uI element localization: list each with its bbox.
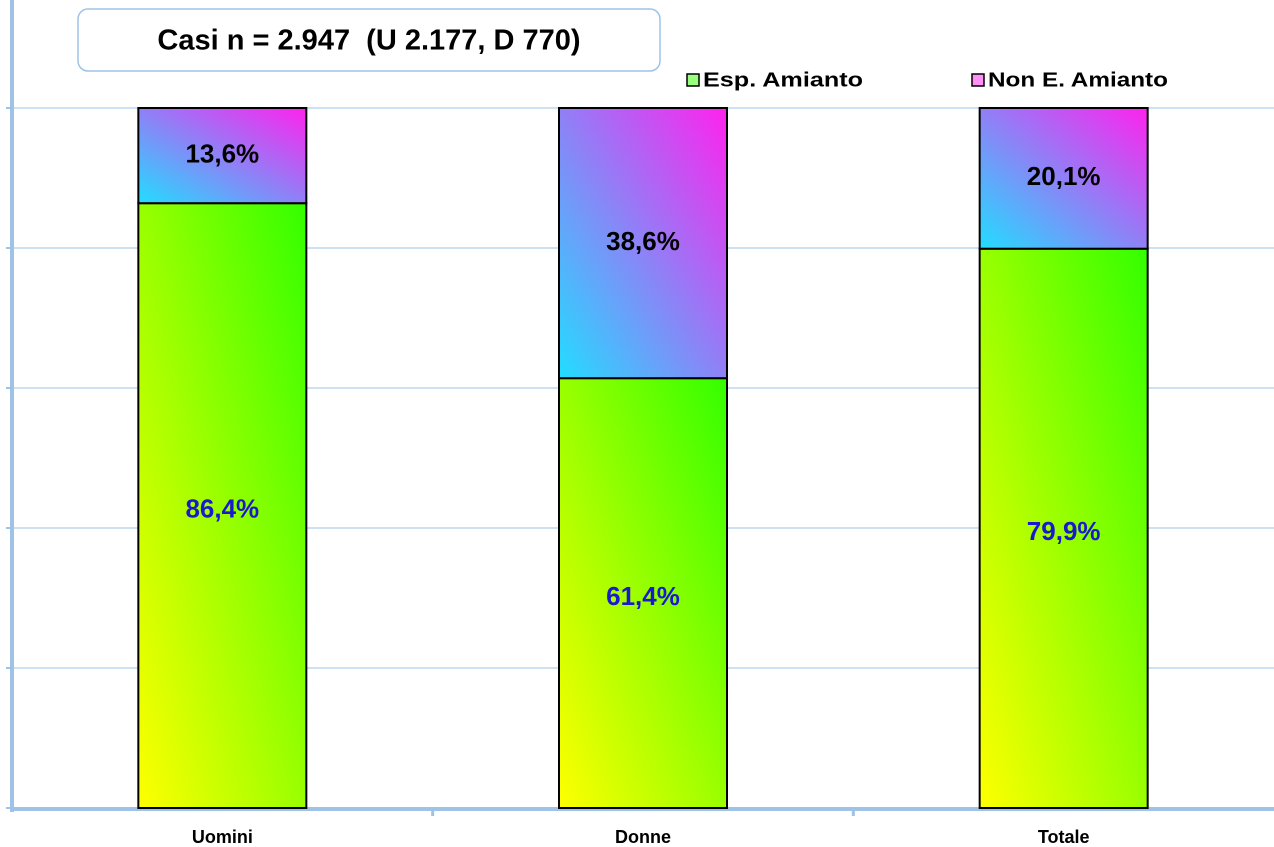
- bar-segment: [558, 107, 728, 380]
- data-label: 61,4%: [606, 581, 680, 611]
- chart-title: Casi n = 2.947 (U 2.177, D 770): [157, 25, 580, 57]
- legend-label: Esp. Amianto: [703, 69, 863, 91]
- bar-segment: [978, 247, 1149, 809]
- bar-segment: [978, 107, 1149, 250]
- data-label: 20,1%: [1027, 161, 1101, 191]
- legend-swatch: [971, 73, 985, 87]
- data-label: 86,4%: [185, 493, 259, 523]
- x-tick-label: Totale: [1038, 827, 1090, 847]
- data-label: 79,9%: [1027, 516, 1101, 546]
- legend-swatch: [686, 73, 700, 87]
- x-tick-label: Uomini: [192, 827, 253, 847]
- data-label: 38,6%: [606, 226, 680, 256]
- data-label: 13,6%: [185, 138, 259, 168]
- title-box: [77, 8, 661, 72]
- legend-label: Non E. Amianto: [988, 69, 1168, 91]
- bar-segment: [137, 107, 308, 205]
- x-tick-label: Donne: [615, 827, 671, 847]
